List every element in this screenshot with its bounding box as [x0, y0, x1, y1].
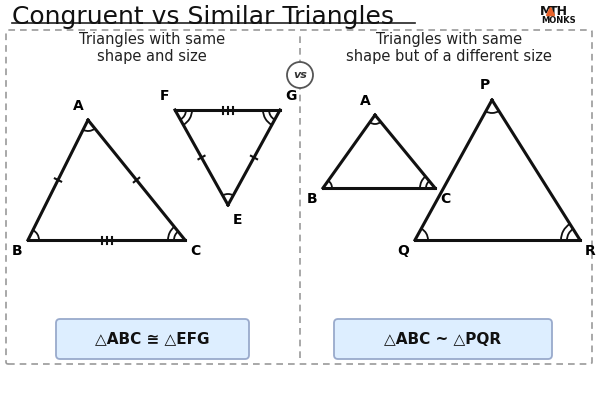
Text: vs: vs — [293, 70, 307, 80]
Text: C: C — [190, 244, 200, 258]
Text: B: B — [307, 192, 317, 206]
Text: MONKS: MONKS — [541, 16, 575, 25]
Text: G: G — [285, 89, 296, 103]
Text: △ABC ~ △PQR: △ABC ~ △PQR — [385, 331, 502, 346]
Text: Triangles with same
shape but of a different size: Triangles with same shape but of a diffe… — [346, 32, 552, 64]
Text: M: M — [540, 5, 553, 18]
FancyBboxPatch shape — [6, 30, 592, 364]
Text: Congruent vs Similar Triangles: Congruent vs Similar Triangles — [12, 5, 394, 29]
Text: △ABC ≅ △EFG: △ABC ≅ △EFG — [95, 331, 209, 346]
Polygon shape — [547, 8, 554, 16]
FancyBboxPatch shape — [56, 319, 249, 359]
Text: R: R — [585, 244, 596, 258]
Text: C: C — [440, 192, 450, 206]
Text: E: E — [233, 213, 242, 227]
Text: Triangles with same
shape and size: Triangles with same shape and size — [79, 32, 225, 64]
Text: B: B — [11, 244, 22, 258]
Text: A: A — [73, 99, 84, 113]
FancyBboxPatch shape — [334, 319, 552, 359]
Circle shape — [287, 62, 313, 88]
Text: F: F — [160, 89, 169, 103]
Text: P: P — [480, 78, 490, 92]
Text: A: A — [360, 94, 371, 108]
Text: Q: Q — [397, 244, 409, 258]
Text: TH: TH — [549, 5, 568, 18]
